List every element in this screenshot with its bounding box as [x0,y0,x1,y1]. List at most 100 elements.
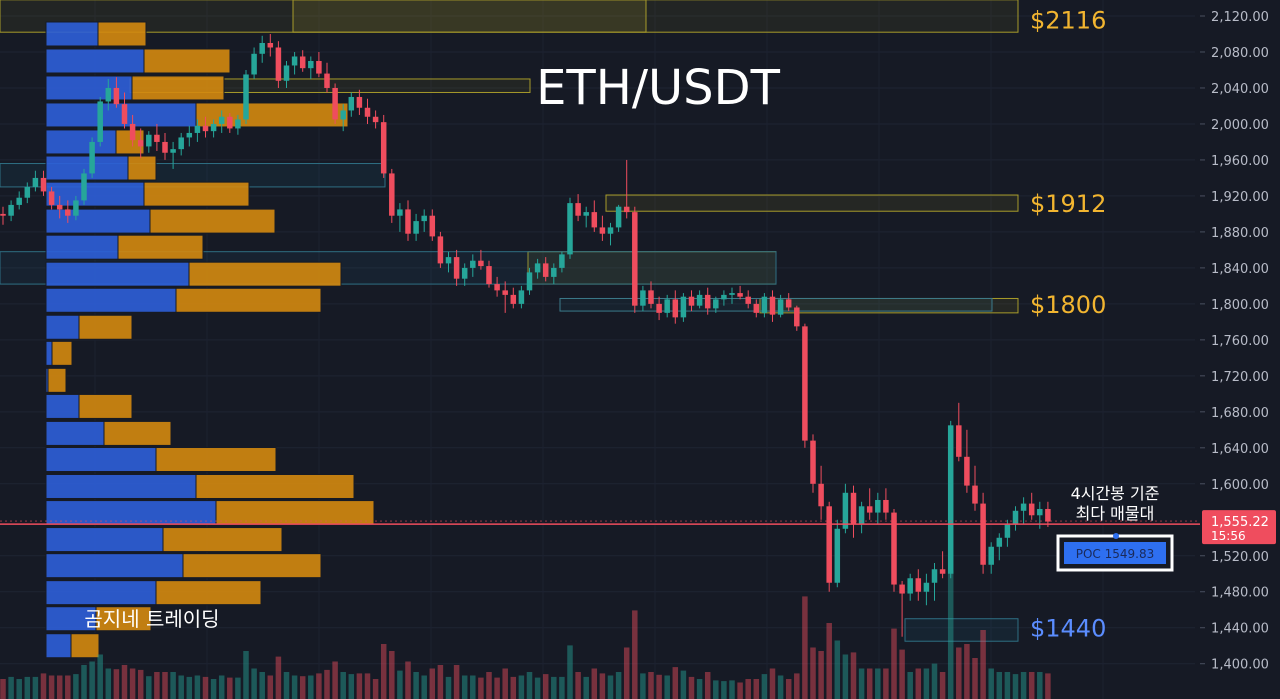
axis-tick-label: 1,840.00 [1211,262,1269,277]
candle-body [615,206,622,228]
candle-body [162,141,168,153]
volume-bar [704,672,711,699]
candle-body [356,96,363,108]
volume-bar [591,668,598,699]
candle-body [89,141,95,174]
volume-bar [162,672,168,699]
volume-profile-buy [45,340,53,366]
volume-bar [397,670,403,699]
candle-body [907,578,913,594]
candle-body [40,177,47,192]
volume-bar [664,675,670,699]
volume-profile-sell [143,181,250,207]
volume-bar [1037,672,1043,699]
volume-profile-sell [182,553,322,579]
volume-bar [56,675,63,699]
price-axis: 2,120.00 2,080.00 2,040.00 2,000.00 1,960.00… [1200,0,1280,699]
candle-body [380,122,387,174]
volume-bar [826,623,832,699]
volume-bar [907,672,913,699]
volume-bar [146,676,152,699]
candle-body [761,296,768,313]
volume-bar [283,672,290,699]
candle-body [696,294,703,306]
candle-body [1012,510,1019,525]
volume-bar [299,676,306,699]
volume-bar [623,647,630,699]
candle-body [0,213,6,216]
volume-profile-buy [45,393,80,419]
volume-bar [988,668,994,699]
volume-bar [1028,672,1035,699]
volume-bar [842,654,849,699]
zone-2116 [0,0,1019,33]
volume-bar [510,676,517,699]
candle-body [1037,508,1043,516]
candle-body [194,125,201,133]
watermark-label: 곰지네 트레이딩 [84,607,219,631]
volume-bar [567,645,573,699]
volume-bar [980,630,986,699]
volume-profile-buy [45,234,119,260]
volume-bar [380,644,387,699]
volume-bar [421,675,427,699]
axis-tick-label: 2,120.00 [1211,10,1269,25]
volume-bar [802,596,808,699]
volume-profile-buy [45,633,72,659]
volume-profile-sell [78,314,133,340]
candle-body [65,209,71,216]
volume-bar [251,668,257,699]
volume-bar [121,665,128,699]
volume-profile-sell [149,208,276,234]
candle-body [980,503,986,565]
volume-bar [680,670,687,699]
candle-body [542,263,549,277]
volume-bar [729,680,735,699]
volume-bars [0,570,1051,699]
candle-body [664,299,670,313]
candle-body [802,326,808,441]
candle-body [923,582,930,592]
volume-bar [794,673,800,699]
volume-bar [947,570,954,699]
zone-1440 [904,618,1019,642]
candle-body [364,107,371,117]
candle-body [688,296,695,306]
candle-body [429,215,436,237]
level-label: $1800 [1030,291,1106,319]
volume-bar [688,676,695,699]
volume-bar [1012,674,1019,699]
candle-body [745,296,751,304]
volume-profile-buy [45,580,157,606]
volume-bar [753,679,760,699]
volume-bar [267,675,274,699]
volume-bar [883,668,889,699]
poc-box[interactable]: POC 1549.83 [1056,534,1174,572]
volume-bar [405,661,411,699]
candle-body [324,73,330,88]
candle-body [348,96,355,111]
volume-bar [785,679,792,699]
axis-tick-label: 1,520.00 [1211,550,1269,565]
volume-profile-sell [127,155,157,181]
candle-body [632,212,638,306]
volume-bar [73,674,79,699]
candle-body [405,209,411,234]
current-price-countdown: 15:56 [1211,529,1246,543]
candles [0,33,1051,637]
volume-bar [858,668,865,699]
candle-body [397,209,403,216]
candle-body [672,299,679,318]
volume-bar [81,665,87,699]
volume-bar [113,669,120,699]
candle-body [947,425,954,574]
volume-bar [891,628,897,699]
poc-box-fill [1064,542,1166,564]
volume-bar [16,679,22,699]
volume-profile-buy [45,181,145,207]
candle-body [510,294,517,304]
volume-bar [672,667,679,699]
candle-body [105,87,112,102]
